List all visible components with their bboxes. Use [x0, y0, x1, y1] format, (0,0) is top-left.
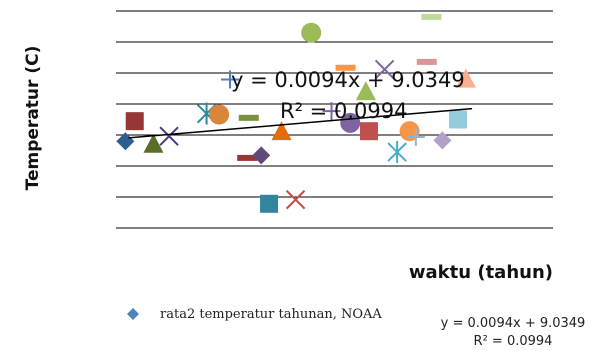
data-point-dash: [416, 58, 437, 65]
data-point-x: [374, 59, 395, 80]
data-point-circle: [209, 104, 230, 125]
data-point-star: [387, 141, 407, 164]
data-point-square: [449, 110, 468, 129]
y-axis-label: Temperatur (C): [23, 46, 43, 191]
data-point-square: [260, 194, 279, 213]
data-point-triangle: [271, 121, 292, 141]
legend-marker-diamond: [127, 308, 139, 320]
data-point-dash: [335, 64, 356, 71]
data-point-plus: [322, 102, 341, 121]
data-point-x: [159, 126, 179, 146]
data-point-dash: [237, 154, 258, 161]
trendline-equation: y = 0.0094x + 9.0349: [231, 68, 465, 92]
legend: rata2 temperatur tahunan, NOAA y = 0.009…: [127, 307, 585, 349]
data-point-dash: [421, 13, 442, 20]
legend-label: rata2 temperatur tahunan, NOAA: [160, 307, 382, 322]
trendline: [128, 107, 473, 139]
data-point-plus: [221, 70, 240, 89]
data-point-diamond: [433, 131, 452, 150]
data-point-triangle: [143, 133, 164, 153]
data-series: [116, 13, 476, 213]
data-point-square: [125, 112, 144, 131]
data-point-dash: [238, 114, 259, 121]
data-point-triangle: [355, 81, 376, 101]
gridlines: [116, 10, 553, 229]
data-point-triangle: [455, 68, 476, 88]
data-point-diamond: [116, 132, 135, 151]
trendline-r-squared: R² = 0.0994: [280, 99, 407, 123]
data-point-plus: [406, 128, 425, 147]
data-point-diamond: [252, 146, 271, 165]
legend-trendline-equation: y = 0.0094x + 9.0349: [441, 316, 586, 331]
data-point-x: [285, 189, 306, 210]
legend-trendline-r-squared: R² = 0.0994: [474, 334, 553, 349]
x-axis-label: waktu (tahun): [409, 262, 553, 283]
data-point-square: [359, 122, 378, 141]
data-point-circle: [301, 22, 322, 43]
